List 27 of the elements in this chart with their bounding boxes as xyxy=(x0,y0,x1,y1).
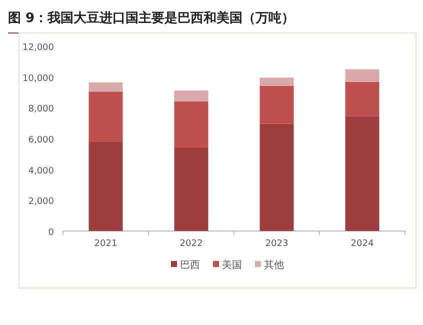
bar xyxy=(260,86,294,124)
y-tick-label: 6,000 xyxy=(28,136,54,146)
y-tick-label: 4,000 xyxy=(28,166,54,176)
bar xyxy=(88,82,123,92)
x-tick-label: 2021 xyxy=(94,239,118,249)
x-tick-label: 2024 xyxy=(350,239,374,249)
y-tick-label: 10,000 xyxy=(22,74,54,84)
legend-label: 美国 xyxy=(222,259,242,271)
y-tick-label: 2,000 xyxy=(28,197,54,208)
bar xyxy=(345,82,380,116)
bar xyxy=(260,124,294,231)
bar xyxy=(345,69,380,82)
legend-label: 巴西 xyxy=(180,260,200,271)
legend-label: 其他 xyxy=(264,259,284,271)
chart-title: 图 9：我国大豆进口国主要是巴西和美国（万吨） xyxy=(8,10,295,26)
y-tick-label: 0 xyxy=(48,228,54,238)
bar xyxy=(88,92,123,142)
bar xyxy=(260,78,294,86)
y-tick-label: 12,000 xyxy=(22,43,54,53)
bar xyxy=(174,102,208,148)
bar xyxy=(88,142,123,231)
bar xyxy=(345,116,380,231)
x-tick-label: 2022 xyxy=(180,239,203,249)
x-tick-label: 2023 xyxy=(265,239,288,249)
bar xyxy=(174,90,208,102)
y-tick-label: 8,000 xyxy=(28,104,54,115)
bar xyxy=(174,147,208,231)
